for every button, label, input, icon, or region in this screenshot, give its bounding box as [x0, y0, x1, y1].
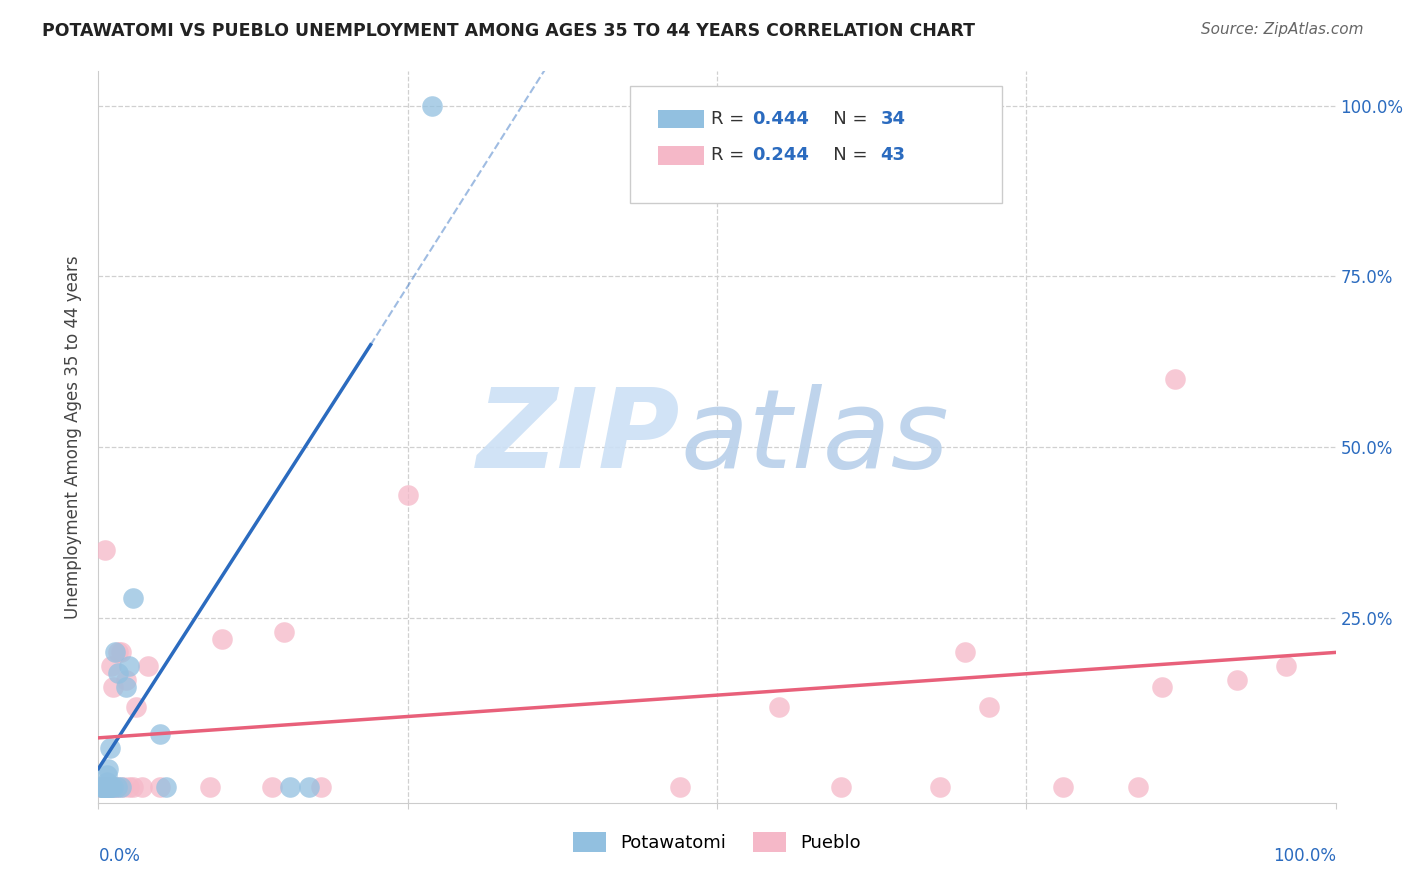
Point: [98, 780, 121, 794]
Point: [93, 780, 115, 794]
Point: [953, 645, 976, 659]
Text: N =: N =: [815, 110, 873, 128]
Point: [149, 780, 172, 794]
Point: [768, 700, 790, 714]
Point: [198, 780, 221, 794]
Point: [278, 780, 301, 794]
Point: [1164, 372, 1187, 386]
Point: [97, 762, 120, 776]
Point: [103, 780, 125, 794]
Point: [110, 645, 132, 659]
Point: [90, 780, 112, 794]
Text: ZIP: ZIP: [477, 384, 681, 491]
Text: 34: 34: [880, 110, 905, 128]
Text: N =: N =: [815, 146, 873, 164]
Point: [98, 741, 121, 756]
Point: [979, 700, 1001, 714]
Point: [928, 780, 950, 794]
Point: [96, 775, 118, 789]
Point: [124, 700, 146, 714]
Point: [105, 780, 128, 794]
Text: Source: ZipAtlas.com: Source: ZipAtlas.com: [1201, 22, 1364, 37]
Text: 43: 43: [880, 146, 905, 164]
Point: [298, 780, 321, 794]
Point: [830, 780, 852, 794]
Point: [149, 727, 172, 741]
Point: [1126, 780, 1149, 794]
Point: [91, 780, 114, 794]
Text: 0.444: 0.444: [752, 110, 808, 128]
Point: [97, 780, 120, 794]
Point: [103, 680, 125, 694]
Point: [93, 780, 115, 794]
Point: [91, 780, 114, 794]
Point: [93, 780, 115, 794]
Point: [122, 780, 145, 794]
Point: [136, 659, 159, 673]
Point: [118, 780, 141, 794]
Point: [1226, 673, 1249, 687]
FancyBboxPatch shape: [658, 146, 704, 165]
Point: [93, 780, 115, 794]
FancyBboxPatch shape: [630, 86, 1001, 203]
Point: [96, 768, 118, 782]
Point: [94, 780, 117, 794]
Point: [273, 624, 295, 639]
Point: [98, 780, 121, 794]
Point: [309, 780, 332, 794]
Point: [669, 780, 692, 794]
Legend: Potawatomi, Pueblo: Potawatomi, Pueblo: [567, 824, 868, 860]
Point: [107, 665, 129, 680]
Point: [96, 780, 118, 794]
Point: [93, 542, 115, 557]
Point: [1152, 680, 1174, 694]
Point: [396, 488, 419, 502]
Point: [93, 780, 115, 794]
Point: [114, 673, 136, 687]
Text: POTAWATOMI VS PUEBLO UNEMPLOYMENT AMONG AGES 35 TO 44 YEARS CORRELATION CHART: POTAWATOMI VS PUEBLO UNEMPLOYMENT AMONG …: [42, 22, 976, 40]
Point: [155, 780, 177, 794]
Point: [1052, 780, 1074, 794]
Text: atlas: atlas: [681, 384, 949, 491]
Point: [93, 780, 115, 794]
Point: [110, 780, 132, 794]
Point: [107, 645, 129, 659]
Y-axis label: Unemployment Among Ages 35 to 44 years: Unemployment Among Ages 35 to 44 years: [65, 255, 83, 619]
Text: R =: R =: [711, 146, 749, 164]
Point: [103, 645, 125, 659]
Point: [94, 780, 117, 794]
Point: [1275, 659, 1298, 673]
Point: [91, 780, 114, 794]
Point: [260, 780, 283, 794]
Point: [103, 780, 125, 794]
Point: [94, 780, 117, 794]
Text: 0.0%: 0.0%: [98, 847, 141, 864]
Point: [93, 780, 115, 794]
Point: [97, 780, 120, 794]
Point: [118, 659, 141, 673]
Point: [90, 780, 112, 794]
Point: [112, 780, 135, 794]
Point: [131, 780, 153, 794]
Point: [100, 659, 122, 673]
Point: [93, 780, 115, 794]
Point: [122, 591, 145, 605]
Point: [93, 780, 115, 794]
Point: [422, 98, 444, 112]
Point: [93, 780, 115, 794]
Point: [114, 680, 136, 694]
Text: 100.0%: 100.0%: [1272, 847, 1336, 864]
Text: R =: R =: [711, 110, 749, 128]
Point: [93, 780, 115, 794]
Point: [211, 632, 233, 646]
Point: [100, 780, 122, 794]
FancyBboxPatch shape: [658, 110, 704, 128]
Point: [101, 780, 124, 794]
Point: [100, 780, 122, 794]
Text: 0.244: 0.244: [752, 146, 808, 164]
Point: [105, 780, 128, 794]
